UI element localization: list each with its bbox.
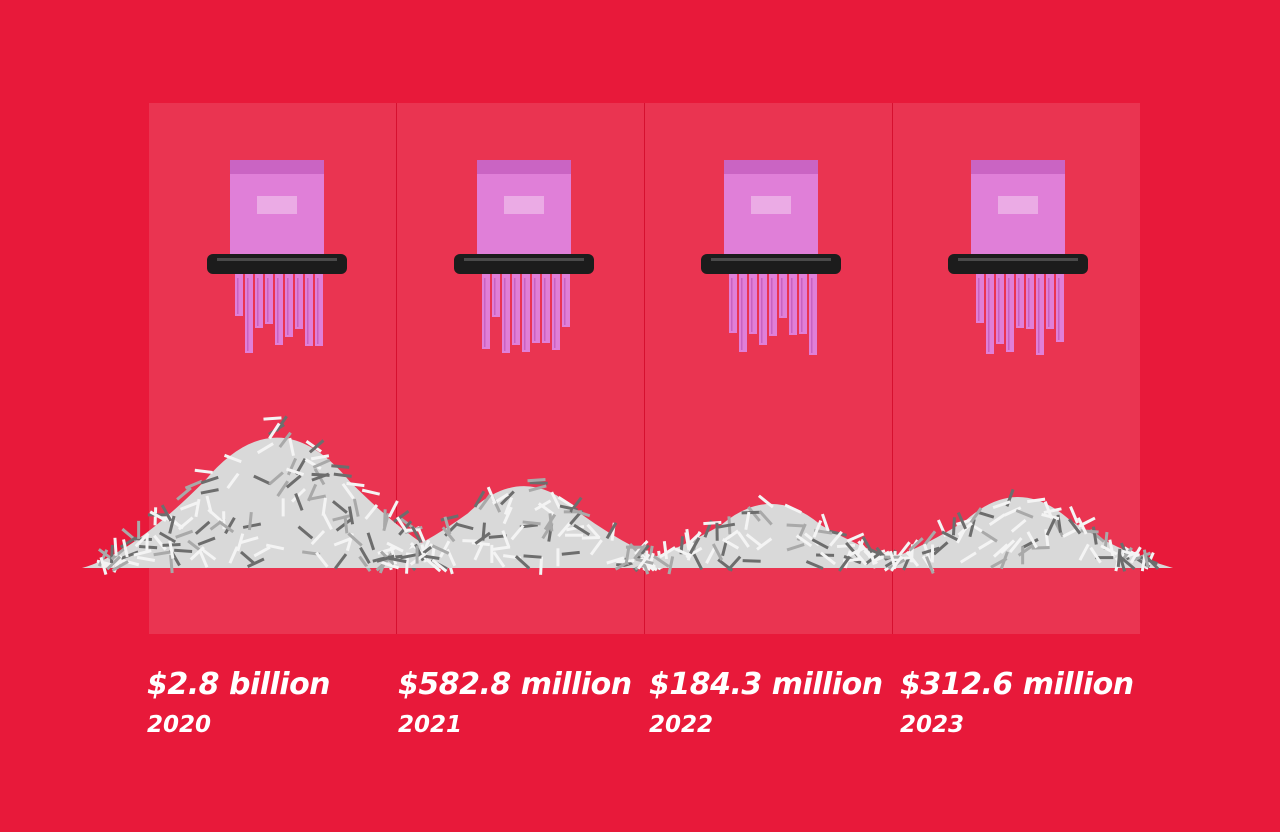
divider [892,103,893,634]
bar-2022 [620,494,922,575]
bar-2021 [361,478,687,575]
data-label: $2.8 billion [147,667,331,702]
tick-label: 2021 [398,712,463,738]
shredder-icon [701,160,841,355]
label-block-2020: $2.8 billion 2020 [147,664,387,740]
data-label: $582.8 million [398,667,632,702]
tick-label: 2023 [900,712,965,738]
bar-2020 [82,415,472,576]
divider [396,103,397,634]
divider [644,103,645,634]
label-block-2023: $312.6 million 2023 [900,664,1140,740]
data-label: $312.6 million [900,667,1134,702]
label-block-2021: $582.8 million 2021 [398,664,638,740]
shredder-icon [948,160,1088,355]
tick-label: 2020 [147,712,212,738]
shredder-icon [207,160,347,353]
data-label: $184.3 million [649,667,883,702]
shredder-icon [454,160,594,353]
tick-label: 2022 [649,712,714,738]
bar-2023 [862,488,1174,574]
label-block-2022: $184.3 million 2022 [649,664,889,740]
